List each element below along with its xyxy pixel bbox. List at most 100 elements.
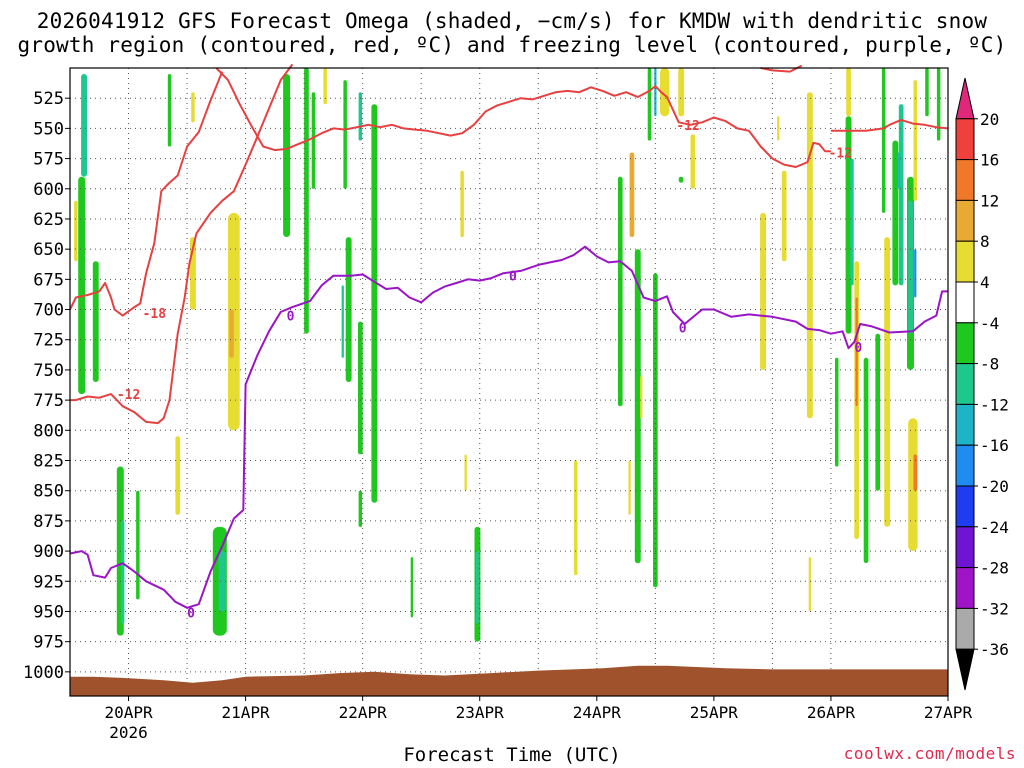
y-tick-label: 1000 xyxy=(23,663,64,683)
y-tick-label: 950 xyxy=(33,602,64,622)
freezing-label: 0 xyxy=(187,607,195,622)
colorbar-segment xyxy=(955,403,975,446)
colorbar-label: -8 xyxy=(980,355,999,374)
omega-cell xyxy=(574,460,578,576)
contour-line xyxy=(69,245,948,609)
y-tick-label: 975 xyxy=(33,633,64,653)
colorbar-segment xyxy=(955,159,975,201)
contour-line xyxy=(70,63,294,425)
colorbar-label: 20 xyxy=(980,110,999,129)
omega-cell xyxy=(628,460,631,515)
y-tick-label: 650 xyxy=(33,240,64,260)
omega-cell xyxy=(136,490,140,600)
omega-cell xyxy=(760,212,766,370)
omega-cell xyxy=(304,68,309,334)
axes-layer: 525 550 575 600 625 650 675 700 725 750 775 800 825 8… xyxy=(23,67,973,742)
omega-cell xyxy=(863,357,869,564)
colorbar-cap-top xyxy=(955,77,975,120)
omega-cell xyxy=(808,557,811,612)
omega-cell xyxy=(371,104,378,503)
x-tick-label: 22APR xyxy=(339,703,388,722)
omega-cell xyxy=(460,170,464,238)
omega-cell xyxy=(358,321,363,455)
contour-line xyxy=(830,118,949,132)
contour-label: -18 xyxy=(143,307,167,322)
omega-cell xyxy=(167,74,172,147)
contour-label: -12 xyxy=(829,147,852,162)
omega-cell xyxy=(81,74,87,177)
y-tick-label: 775 xyxy=(33,391,64,411)
omega-cell xyxy=(914,249,917,298)
omega-shading-layer xyxy=(70,68,948,696)
omega-cell xyxy=(345,237,352,382)
colorbar-segment xyxy=(955,199,975,242)
colorbar-label: -28 xyxy=(980,559,1009,578)
omega-cell xyxy=(855,297,858,407)
y-tick-label: 600 xyxy=(33,180,64,200)
omega-cell xyxy=(875,333,881,491)
colorbar-cap-bottom xyxy=(955,648,975,691)
omega-cell xyxy=(634,249,641,564)
y-tick-label: 525 xyxy=(33,89,64,109)
colorbar-label: 12 xyxy=(980,191,999,210)
omega-cell xyxy=(897,152,900,189)
omega-cell xyxy=(358,92,363,141)
omega-cell xyxy=(846,68,851,117)
contour-label: -12 xyxy=(117,388,140,403)
y-tick-label: 925 xyxy=(33,572,64,592)
omega-cell xyxy=(120,520,125,624)
omega-cell xyxy=(835,357,839,467)
contour-label: 0 xyxy=(287,310,295,325)
omega-cell xyxy=(229,309,234,358)
omega-cell xyxy=(78,176,86,395)
contour-line xyxy=(215,67,831,168)
omega-cell xyxy=(341,285,344,358)
y-tick-label: 700 xyxy=(33,301,64,321)
colorbar-label: -32 xyxy=(980,599,1009,618)
y-tick-label: 725 xyxy=(33,331,64,351)
chart-title-line2: growth region (contoured, red, ºC) and f… xyxy=(17,33,1007,57)
ground-surface xyxy=(70,665,948,696)
colorbar-segment xyxy=(955,567,975,609)
x-tick-label: 27APR xyxy=(924,703,973,722)
colorbar-segment xyxy=(955,607,975,650)
chart-title-line1: 2026041912 GFS Forecast Omega (shaded, −… xyxy=(36,9,988,33)
x-tick-label: 25APR xyxy=(690,703,739,722)
x-tick-label: 23APR xyxy=(456,703,505,722)
omega-cell xyxy=(884,237,891,527)
omega-cell xyxy=(358,490,363,527)
omega-cell xyxy=(464,454,467,491)
y-tick-label: 750 xyxy=(33,361,64,381)
omega-cell xyxy=(191,92,195,123)
omega-cell xyxy=(908,418,918,551)
omega-cell xyxy=(218,551,226,612)
omega-cell xyxy=(475,551,479,624)
colorbar: 20 16 12 8 4 -4 -8 -12 -16 -20 -24 -28 -32 -36 xyxy=(955,77,1009,691)
colorbar-label: -4 xyxy=(980,314,999,333)
omega-cell xyxy=(647,68,652,141)
omega-cell xyxy=(898,104,904,286)
omega-cell xyxy=(175,436,181,515)
omega-cell xyxy=(781,170,787,262)
colorbar-label: -20 xyxy=(980,477,1009,496)
x-tick-sublabel: 2026 xyxy=(109,723,148,742)
omega-cell xyxy=(850,158,854,286)
omega-cell xyxy=(660,68,670,117)
omega-cell xyxy=(283,74,291,237)
omega-cell xyxy=(654,68,657,117)
y-tick-label: 800 xyxy=(33,421,64,441)
omega-cell xyxy=(629,152,635,237)
colorbar-segment xyxy=(955,485,975,528)
plot-frame xyxy=(69,67,949,697)
omega-cell xyxy=(913,80,917,201)
colorbar-label: 8 xyxy=(980,232,990,251)
freezing-label: 0 xyxy=(679,322,687,337)
credit-link[interactable]: coolwx.com/models xyxy=(843,744,1016,763)
x-tick-label: 21APR xyxy=(222,703,271,722)
colorbar-label: -12 xyxy=(980,395,1009,414)
omega-cell xyxy=(311,92,316,189)
colorbar-label: -16 xyxy=(980,436,1009,455)
x-tick-label: 24APR xyxy=(573,703,622,722)
omega-cell xyxy=(881,68,886,213)
